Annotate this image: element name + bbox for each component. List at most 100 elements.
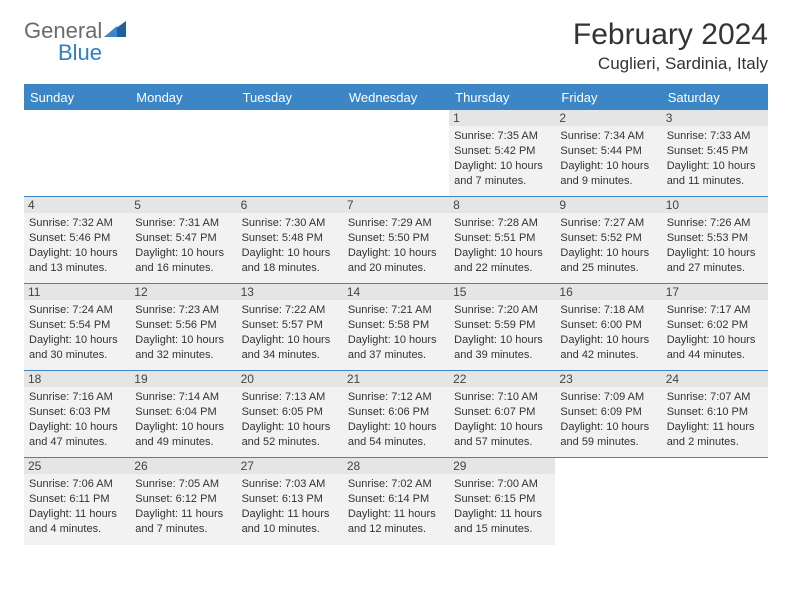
day-details: Sunrise: 7:23 AMSunset: 5:56 PMDaylight:… — [135, 303, 231, 362]
calendar-blank-cell — [343, 110, 449, 197]
weekday-header-row: SundayMondayTuesdayWednesdayThursdayFrid… — [24, 85, 768, 110]
day-number: 22 — [449, 371, 555, 387]
calendar-week-row: 18 Sunrise: 7:16 AMSunset: 6:03 PMDayligh… — [24, 371, 768, 458]
calendar-day-cell: 17 Sunrise: 7:17 AMSunset: 6:02 PMDayligh… — [662, 284, 768, 371]
calendar-week-row: 11 Sunrise: 7:24 AMSunset: 5:54 PMDayligh… — [24, 284, 768, 371]
day-number: 8 — [449, 197, 555, 213]
calendar-week-row: 1Sunrise: 7:35 AMSunset: 5:42 PMDaylight… — [24, 110, 768, 197]
day-number: 25 — [24, 458, 130, 474]
calendar-day-cell: 21 Sunrise: 7:12 AMSunset: 6:06 PMDayligh… — [343, 371, 449, 458]
header: GeneralBlue February 2024 Cuglieri, Sard… — [24, 18, 768, 74]
day-number: 15 — [449, 284, 555, 300]
day-number: 14 — [343, 284, 449, 300]
calendar-day-cell: 8Sunrise: 7:28 AMSunset: 5:51 PMDaylight… — [449, 197, 555, 284]
day-details: Sunrise: 7:03 AMSunset: 6:13 PMDaylight:… — [242, 477, 338, 536]
day-details: Sunrise: 7:09 AMSunset: 6:09 PMDaylight:… — [560, 390, 656, 449]
day-number: 13 — [237, 284, 343, 300]
calendar-day-cell: 22 Sunrise: 7:10 AMSunset: 6:07 PMDayligh… — [449, 371, 555, 458]
calendar-day-cell: 3Sunrise: 7:33 AMSunset: 5:45 PMDaylight… — [662, 110, 768, 197]
calendar-page: GeneralBlue February 2024 Cuglieri, Sard… — [0, 0, 792, 563]
calendar-blank-cell — [237, 110, 343, 197]
day-number: 2 — [555, 110, 661, 126]
calendar-day-cell: 29 Sunrise: 7:00 AMSunset: 6:15 PMDayligh… — [449, 458, 555, 545]
calendar-week-row: 25 Sunrise: 7:06 AMSunset: 6:11 PMDayligh… — [24, 458, 768, 545]
day-details: Sunrise: 7:20 AMSunset: 5:59 PMDaylight:… — [454, 303, 550, 362]
day-number: 26 — [130, 458, 236, 474]
day-number: 19 — [130, 371, 236, 387]
day-details: Sunrise: 7:21 AMSunset: 5:58 PMDaylight:… — [348, 303, 444, 362]
weekday-header: Thursday — [449, 85, 555, 110]
day-number: 3 — [662, 110, 768, 126]
calendar-table: SundayMondayTuesdayWednesdayThursdayFrid… — [24, 84, 768, 545]
day-details: Sunrise: 7:30 AMSunset: 5:48 PMDaylight:… — [242, 216, 338, 275]
calendar-week-row: 4 Sunrise: 7:32 AMSunset: 5:46 PMDaylight… — [24, 197, 768, 284]
day-details: Sunrise: 7:18 AMSunset: 6:00 PMDaylight:… — [560, 303, 656, 362]
calendar-day-cell: 25 Sunrise: 7:06 AMSunset: 6:11 PMDayligh… — [24, 458, 130, 545]
day-details: Sunrise: 7:00 AMSunset: 6:15 PMDaylight:… — [454, 477, 550, 536]
calendar-day-cell: 19Sunrise: 7:14 AMSunset: 6:04 PMDayligh… — [130, 371, 236, 458]
calendar-day-cell: 15 Sunrise: 7:20 AMSunset: 5:59 PMDayligh… — [449, 284, 555, 371]
calendar-day-cell: 6 Sunrise: 7:30 AMSunset: 5:48 PMDaylight… — [237, 197, 343, 284]
calendar-blank-cell — [662, 458, 768, 545]
calendar-day-cell: 10 Sunrise: 7:26 AMSunset: 5:53 PMDayligh… — [662, 197, 768, 284]
calendar-blank-cell — [555, 458, 661, 545]
day-details: Sunrise: 7:05 AMSunset: 6:12 PMDaylight:… — [135, 477, 231, 536]
day-number: 20 — [237, 371, 343, 387]
calendar-day-cell: 5 Sunrise: 7:31 AMSunset: 5:47 PMDaylight… — [130, 197, 236, 284]
calendar-day-cell: 13 Sunrise: 7:22 AMSunset: 5:57 PMDayligh… — [237, 284, 343, 371]
day-details: Sunrise: 7:32 AMSunset: 5:46 PMDaylight:… — [29, 216, 125, 275]
calendar-day-cell: 2 Sunrise: 7:34 AMSunset: 5:44 PMDaylight… — [555, 110, 661, 197]
day-number: 9 — [555, 197, 661, 213]
day-number: 10 — [662, 197, 768, 213]
day-details: Sunrise: 7:34 AMSunset: 5:44 PMDaylight:… — [560, 129, 656, 188]
day-number: 5 — [130, 197, 236, 213]
calendar-day-cell: 27 Sunrise: 7:03 AMSunset: 6:13 PMDayligh… — [237, 458, 343, 545]
calendar-day-cell: 14 Sunrise: 7:21 AMSunset: 5:58 PMDayligh… — [343, 284, 449, 371]
location-subtitle: Cuglieri, Sardinia, Italy — [573, 54, 768, 74]
day-details: Sunrise: 7:26 AMSunset: 5:53 PMDaylight:… — [667, 216, 763, 275]
day-number: 4 — [24, 197, 130, 213]
weekday-header: Saturday — [662, 85, 768, 110]
calendar-day-cell: 28 Sunrise: 7:02 AMSunset: 6:14 PMDayligh… — [343, 458, 449, 545]
title-block: February 2024 Cuglieri, Sardinia, Italy — [573, 18, 768, 74]
day-number: 21 — [343, 371, 449, 387]
day-details: Sunrise: 7:27 AMSunset: 5:52 PMDaylight:… — [560, 216, 656, 275]
day-details: Sunrise: 7:17 AMSunset: 6:02 PMDaylight:… — [667, 303, 763, 362]
calendar-day-cell: 23 Sunrise: 7:09 AMSunset: 6:09 PMDayligh… — [555, 371, 661, 458]
calendar-day-cell: 16Sunrise: 7:18 AMSunset: 6:00 PMDayligh… — [555, 284, 661, 371]
calendar-day-cell: 1Sunrise: 7:35 AMSunset: 5:42 PMDaylight… — [449, 110, 555, 197]
day-details: Sunrise: 7:24 AMSunset: 5:54 PMDaylight:… — [29, 303, 125, 362]
weekday-header: Wednesday — [343, 85, 449, 110]
calendar-day-cell: 20 Sunrise: 7:13 AMSunset: 6:05 PMDayligh… — [237, 371, 343, 458]
calendar-day-cell: 26 Sunrise: 7:05 AMSunset: 6:12 PMDayligh… — [130, 458, 236, 545]
day-number: 18 — [24, 371, 130, 387]
day-details: Sunrise: 7:10 AMSunset: 6:07 PMDaylight:… — [454, 390, 550, 449]
calendar-day-cell: 9 Sunrise: 7:27 AMSunset: 5:52 PMDaylight… — [555, 197, 661, 284]
calendar-day-cell: 11 Sunrise: 7:24 AMSunset: 5:54 PMDayligh… — [24, 284, 130, 371]
day-details: Sunrise: 7:22 AMSunset: 5:57 PMDaylight:… — [242, 303, 338, 362]
day-details: Sunrise: 7:13 AMSunset: 6:05 PMDaylight:… — [242, 390, 338, 449]
calendar-blank-cell — [130, 110, 236, 197]
day-number: 29 — [449, 458, 555, 474]
day-details: Sunrise: 7:06 AMSunset: 6:11 PMDaylight:… — [29, 477, 125, 536]
day-details: Sunrise: 7:07 AMSunset: 6:10 PMDaylight:… — [667, 390, 763, 449]
day-number: 11 — [24, 284, 130, 300]
calendar-day-cell: 12Sunrise: 7:23 AMSunset: 5:56 PMDayligh… — [130, 284, 236, 371]
brand-logo: GeneralBlue — [24, 18, 126, 66]
day-details: Sunrise: 7:29 AMSunset: 5:50 PMDaylight:… — [348, 216, 444, 275]
day-number: 23 — [555, 371, 661, 387]
day-details: Sunrise: 7:31 AMSunset: 5:47 PMDaylight:… — [135, 216, 231, 275]
brand-triangle-icon — [104, 21, 126, 42]
day-number: 28 — [343, 458, 449, 474]
day-number: 6 — [237, 197, 343, 213]
weekday-header: Friday — [555, 85, 661, 110]
day-number: 7 — [343, 197, 449, 213]
day-details: Sunrise: 7:02 AMSunset: 6:14 PMDaylight:… — [348, 477, 444, 536]
weekday-header: Sunday — [24, 85, 130, 110]
day-number: 17 — [662, 284, 768, 300]
day-details: Sunrise: 7:16 AMSunset: 6:03 PMDaylight:… — [29, 390, 125, 449]
month-title: February 2024 — [573, 18, 768, 52]
day-number: 27 — [237, 458, 343, 474]
calendar-day-cell: 24Sunrise: 7:07 AMSunset: 6:10 PMDayligh… — [662, 371, 768, 458]
day-details: Sunrise: 7:12 AMSunset: 6:06 PMDaylight:… — [348, 390, 444, 449]
